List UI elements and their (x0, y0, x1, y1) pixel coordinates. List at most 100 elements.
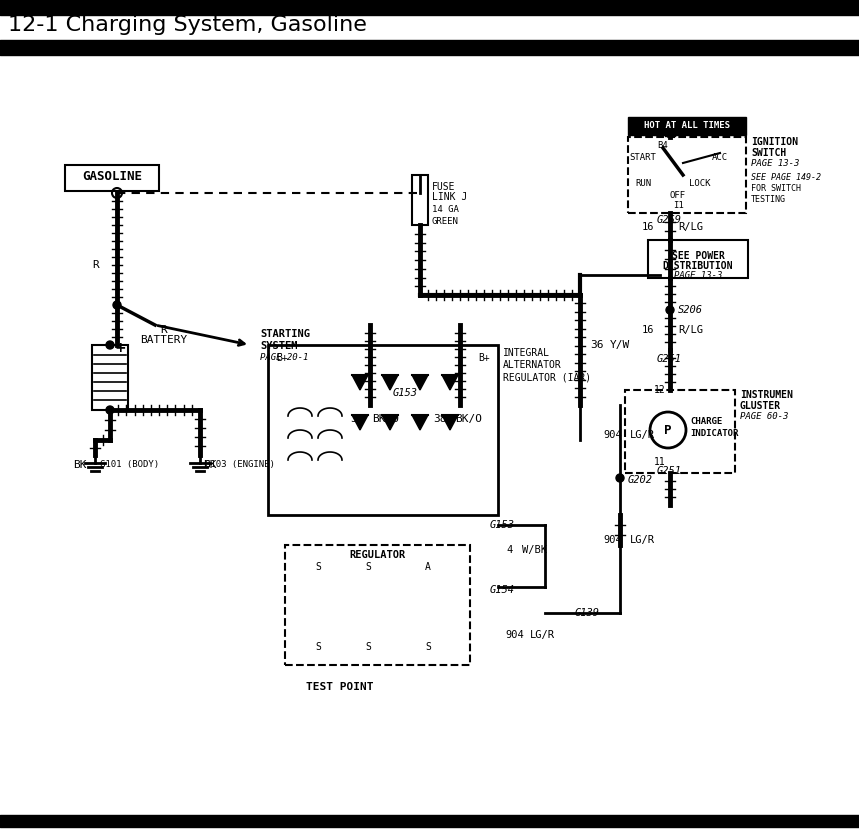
Text: P: P (664, 423, 672, 437)
Text: B4: B4 (658, 140, 668, 149)
Text: W/BK: W/BK (522, 545, 547, 555)
Text: S: S (365, 562, 371, 572)
Circle shape (113, 301, 121, 309)
Text: GLUSTER: GLUSTER (740, 401, 781, 411)
Text: S: S (425, 642, 431, 652)
Bar (412, 175, 428, 225)
Text: TESTING: TESTING (751, 195, 786, 204)
Text: R/LG: R/LG (678, 325, 703, 335)
Text: INTEGRAL: INTEGRAL (503, 348, 550, 358)
Polygon shape (442, 375, 458, 390)
Bar (285, 545, 470, 665)
Text: PAGE 20-1: PAGE 20-1 (260, 352, 308, 362)
Text: PAGE 13-3: PAGE 13-3 (673, 271, 722, 281)
Bar (625, 390, 735, 473)
Text: 36: 36 (590, 340, 604, 350)
Bar (628, 137, 746, 213)
Text: 904: 904 (603, 535, 622, 545)
Text: SWITCH: SWITCH (751, 148, 786, 158)
Polygon shape (382, 415, 398, 430)
Polygon shape (352, 415, 368, 430)
Text: LG/R: LG/R (630, 535, 655, 545)
Text: FUSE: FUSE (432, 182, 455, 192)
Text: +: + (114, 341, 125, 355)
Text: LINK J: LINK J (432, 192, 467, 202)
Text: TEST POINT: TEST POINT (307, 682, 374, 692)
Text: STARTING
SYSTEM: STARTING SYSTEM (260, 329, 310, 351)
Text: 14 GA: 14 GA (432, 205, 459, 215)
Text: CHARGE: CHARGE (690, 418, 722, 427)
Polygon shape (382, 375, 398, 390)
FancyBboxPatch shape (65, 165, 159, 191)
Text: REGULATOR: REGULATOR (349, 550, 405, 560)
Text: PAGE 60-3: PAGE 60-3 (740, 412, 789, 421)
Text: G153: G153 (393, 388, 417, 398)
Text: INDICATOR: INDICATOR (690, 429, 739, 438)
Text: LG/R: LG/R (630, 430, 655, 440)
Text: START: START (630, 154, 656, 163)
Text: BK/O: BK/O (455, 414, 482, 424)
Text: I1: I1 (673, 200, 684, 210)
Text: 12: 12 (654, 385, 666, 395)
Text: SEE POWER: SEE POWER (672, 251, 724, 261)
Text: G103 (ENGINE): G103 (ENGINE) (205, 460, 275, 469)
Text: BK: BK (204, 460, 216, 470)
Text: G251: G251 (657, 354, 682, 364)
Text: R: R (160, 325, 167, 335)
Bar (92, 345, 128, 410)
Circle shape (106, 341, 114, 349)
Text: DISTRIBUTION: DISTRIBUTION (663, 261, 734, 271)
Text: 16: 16 (642, 222, 655, 232)
Text: ACC: ACC (712, 154, 728, 163)
Text: A: A (425, 562, 431, 572)
Text: G101 (BODY): G101 (BODY) (100, 460, 159, 469)
Text: OFF: OFF (670, 190, 686, 200)
Text: S: S (315, 562, 321, 572)
Text: 11: 11 (654, 457, 666, 467)
Text: 38: 38 (433, 414, 447, 424)
Text: 38: 38 (350, 414, 363, 424)
Circle shape (106, 406, 114, 414)
Text: 904: 904 (603, 430, 622, 440)
Polygon shape (442, 415, 458, 430)
Text: G269: G269 (657, 215, 682, 225)
Text: BK/O: BK/O (372, 414, 399, 424)
Text: FOR SWITCH: FOR SWITCH (751, 184, 801, 193)
Text: 4: 4 (507, 545, 513, 555)
Circle shape (666, 306, 674, 314)
Text: Y/W: Y/W (610, 340, 631, 350)
Text: 16: 16 (642, 325, 655, 335)
Bar (628, 117, 746, 135)
Text: LG/R: LG/R (530, 630, 555, 640)
Text: G251: G251 (657, 466, 682, 476)
Text: GREEN: GREEN (432, 217, 459, 226)
Text: HOT AT ALL TIMES: HOT AT ALL TIMES (644, 122, 730, 130)
Text: 12-1 Charging System, Gasoline: 12-1 Charging System, Gasoline (8, 15, 367, 35)
Text: GASOLINE: GASOLINE (82, 170, 142, 184)
Text: BK: BK (73, 460, 87, 470)
Text: RUN: RUN (635, 179, 651, 188)
Text: S: S (315, 642, 321, 652)
Text: BATTERY: BATTERY (140, 335, 187, 345)
Text: B+: B+ (478, 353, 490, 363)
Text: G202: G202 (628, 475, 653, 485)
Circle shape (616, 474, 624, 482)
Polygon shape (352, 375, 368, 390)
Text: G154: G154 (490, 585, 515, 595)
Text: LOCK: LOCK (689, 179, 710, 188)
Text: S206: S206 (678, 305, 703, 315)
Text: R: R (93, 260, 100, 270)
Bar (268, 345, 498, 515)
Text: INSTRUMEN: INSTRUMEN (740, 390, 793, 400)
Text: 904: 904 (505, 630, 524, 640)
Bar (648, 240, 748, 278)
Polygon shape (412, 415, 428, 430)
Text: ALTERNATOR: ALTERNATOR (503, 360, 562, 370)
Text: B+: B+ (276, 353, 288, 363)
Text: R/LG: R/LG (678, 222, 703, 232)
Text: PAGE 13-3: PAGE 13-3 (751, 159, 800, 168)
Polygon shape (412, 375, 428, 390)
Text: G153: G153 (490, 520, 515, 530)
Text: S: S (365, 642, 371, 652)
Text: IGNITION: IGNITION (751, 137, 798, 147)
